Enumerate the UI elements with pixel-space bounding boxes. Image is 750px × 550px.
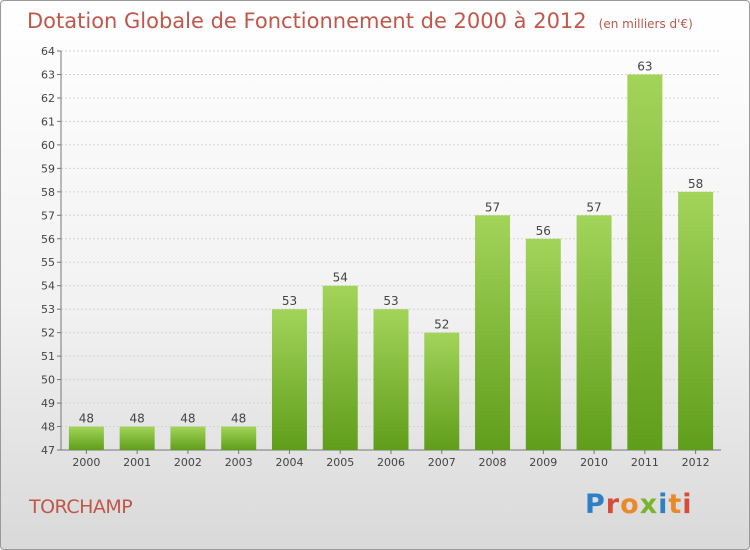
bar [678,191,714,450]
logo-letter: i [658,489,669,520]
y-tick-label: 51 [41,350,55,363]
labels: 47 48 49 50 51 52 53 54 55 56 57 58 59 60 61 62 63 64 48 20… [41,45,710,469]
y-tick-label: 63 [41,68,55,81]
y-tick-label: 64 [41,45,55,58]
y-tick-label: 52 [41,327,55,340]
title-main: Dotation Globale de Fonctionnement de 20… [27,9,587,33]
x-tick-label: 2007 [428,456,456,469]
bar-value-label: 52 [434,318,449,332]
bar-value-label: 48 [130,412,145,426]
bar-value-label: 58 [688,177,703,191]
y-tick-label: 47 [41,444,55,457]
logo-letter: x [639,489,659,520]
bar-value-label: 57 [586,200,601,214]
bar [525,238,561,450]
x-tick-label: 2009 [529,456,557,469]
y-tick-label: 53 [41,303,55,316]
x-tick-label: 2005 [326,456,354,469]
y-tick-label: 58 [41,186,55,199]
bar [170,426,206,450]
y-tick-label: 61 [41,115,55,128]
bar [221,426,257,450]
chart-title: Dotation Globale de Fonctionnement de 20… [27,9,693,33]
x-tick-label: 2008 [479,456,507,469]
bar [68,426,104,450]
bar-value-label: 53 [282,294,297,308]
bar [627,74,663,451]
logo-letter: t [668,489,683,520]
y-tick-label: 50 [41,374,55,387]
y-tick-label: 55 [41,256,55,269]
x-tick-label: 2004 [275,456,303,469]
logo-letter: o [620,489,640,520]
bars [68,74,714,451]
logo-letter: r [605,489,621,520]
x-tick-label: 2002 [174,456,202,469]
x-tick-label: 2006 [377,456,405,469]
y-tick-label: 56 [41,233,55,246]
bar [475,215,511,450]
y-tick-label: 62 [41,92,55,105]
bar [119,426,155,450]
x-tick-label: 2000 [72,456,100,469]
y-tick-label: 57 [41,209,55,222]
bar [271,309,307,450]
x-tick-label: 2003 [225,456,253,469]
bar [576,215,612,450]
commune-name: TORCHAMP [29,496,133,518]
bar [424,332,460,450]
y-tick-label: 60 [41,139,55,152]
bar [322,285,358,450]
title-unit: (en milliers d'€) [598,17,693,31]
bar [373,309,409,450]
bar-value-label: 54 [333,271,348,285]
y-tick-label: 48 [41,421,55,434]
bar-value-label: 57 [485,200,500,214]
x-tick-label: 2011 [631,456,659,469]
bar-value-label: 56 [536,224,551,238]
logo-letter: i [682,489,693,520]
bar-value-label: 48 [79,412,94,426]
y-tick-label: 59 [41,162,55,175]
x-tick-label: 2001 [123,456,151,469]
x-tick-label: 2010 [580,456,608,469]
bar-value-label: 48 [231,412,246,426]
proxiti-logo: Proxiti [585,489,693,520]
logo-letter: P [585,489,606,520]
x-tick-label: 2012 [682,456,710,469]
y-tick-label: 54 [41,280,55,293]
y-tick-label: 49 [41,397,55,410]
bar-value-label: 63 [637,59,652,73]
bar-value-label: 53 [383,294,398,308]
bar-value-label: 48 [180,412,195,426]
